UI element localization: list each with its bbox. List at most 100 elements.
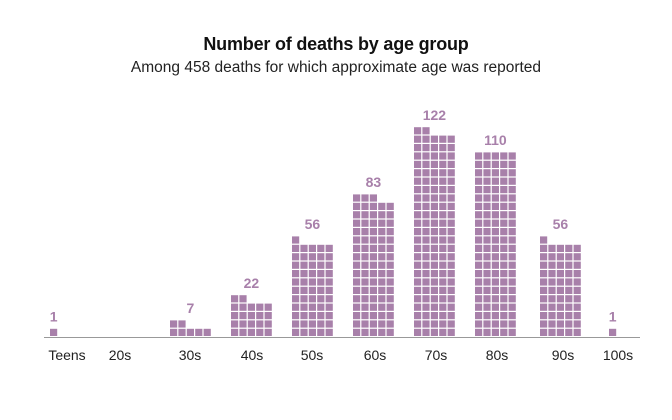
bar-unit-square	[239, 303, 247, 311]
bar-unit-square	[308, 244, 316, 252]
bar-unit-square	[422, 303, 430, 311]
bar-unit-square	[491, 211, 499, 219]
bar-unit-square	[439, 253, 447, 261]
bar-unit-square	[414, 160, 422, 168]
bar-unit-square	[483, 169, 491, 177]
bar-unit-square	[540, 320, 548, 328]
bar-unit-square	[556, 278, 564, 286]
bar-unit-square	[573, 253, 581, 261]
bar-unit-square	[508, 211, 516, 219]
bar-unit-square	[195, 328, 203, 336]
bar-unit-square	[186, 328, 194, 336]
bar-unit-square	[508, 236, 516, 244]
bar-unit-square	[386, 244, 394, 252]
bar-unit-square	[548, 295, 556, 303]
bar-unit-square	[378, 202, 386, 210]
bar-unit-square	[414, 211, 422, 219]
bar-unit-square	[483, 312, 491, 320]
bar-unit-square	[447, 160, 455, 168]
bar-unit-square	[386, 312, 394, 320]
bar-unit-square	[475, 320, 483, 328]
bar-unit-square	[386, 219, 394, 227]
bar-unit-square	[386, 211, 394, 219]
bar-unit-square	[500, 303, 508, 311]
bar-unit-square	[573, 244, 581, 252]
bar-unit-square	[369, 295, 377, 303]
bar-unit-square	[565, 261, 573, 269]
bar-30s	[170, 320, 211, 336]
bar-unit-square	[422, 135, 430, 143]
bar-unit-square	[430, 211, 438, 219]
bar-unit-square	[422, 144, 430, 152]
bar-unit-square	[247, 303, 255, 311]
bar-unit-square	[239, 295, 247, 303]
bar-unit-square	[414, 127, 422, 135]
bar-unit-square	[439, 169, 447, 177]
bar-unit-square	[361, 278, 369, 286]
bar-unit-square	[378, 261, 386, 269]
bar-unit-square	[508, 152, 516, 160]
bar-unit-square	[414, 186, 422, 194]
bar-unit-square	[500, 186, 508, 194]
bar-unit-square	[308, 278, 316, 286]
bar-unit-square	[378, 303, 386, 311]
bar-unit-square	[300, 244, 308, 252]
bar-unit-square	[573, 286, 581, 294]
bar-unit-square	[256, 312, 264, 320]
bar-unit-square	[386, 228, 394, 236]
bar-unit-square	[178, 328, 186, 336]
bar-unit-square	[475, 194, 483, 202]
bar-unit-square	[556, 261, 564, 269]
bar-100s	[609, 328, 617, 336]
bar-unit-square	[378, 295, 386, 303]
bar-unit-square	[540, 278, 548, 286]
bar-unit-square	[178, 320, 186, 328]
bar-unit-square	[264, 303, 272, 311]
bar-unit-square	[430, 286, 438, 294]
bar-unit-square	[386, 270, 394, 278]
bar-unit-square	[500, 278, 508, 286]
bar-unit-square	[447, 244, 455, 252]
bar-unit-square	[439, 177, 447, 185]
bar-unit-square	[573, 320, 581, 328]
bar-unit-square	[475, 202, 483, 210]
bar-unit-square	[475, 312, 483, 320]
bar-unit-square	[439, 312, 447, 320]
bar-unit-square	[50, 328, 58, 336]
bar-unit-square	[565, 320, 573, 328]
bar-unit-square	[353, 202, 361, 210]
bar-unit-square	[447, 177, 455, 185]
bar-unit-square	[422, 328, 430, 336]
bar-unit-square	[491, 219, 499, 227]
bar-unit-square	[239, 320, 247, 328]
bar-unit-square	[565, 312, 573, 320]
bar-unit-square	[430, 303, 438, 311]
bar-unit-square	[361, 328, 369, 336]
bar-unit-square	[378, 312, 386, 320]
bar-unit-square	[540, 270, 548, 278]
bar-unit-square	[361, 312, 369, 320]
bar-unit-square	[439, 244, 447, 252]
bar-unit-square	[565, 253, 573, 261]
bar-unit-square	[300, 328, 308, 336]
bar-unit-square	[386, 253, 394, 261]
bar-unit-square	[430, 169, 438, 177]
bar-unit-square	[369, 253, 377, 261]
bar-unit-square	[483, 253, 491, 261]
bar-unit-square	[300, 295, 308, 303]
value-label-50s: 56	[305, 216, 321, 232]
bar-unit-square	[447, 186, 455, 194]
bar-unit-square	[447, 144, 455, 152]
bar-unit-square	[317, 261, 325, 269]
bar-unit-square	[361, 261, 369, 269]
bar-unit-square	[447, 270, 455, 278]
bar-80s	[475, 152, 516, 336]
bar-unit-square	[500, 312, 508, 320]
bar-unit-square	[292, 261, 300, 269]
bar-unit-square	[556, 320, 564, 328]
bar-unit-square	[508, 278, 516, 286]
bar-unit-square	[508, 169, 516, 177]
bar-unit-square	[386, 278, 394, 286]
bar-unit-square	[353, 244, 361, 252]
bar-unit-square	[447, 303, 455, 311]
